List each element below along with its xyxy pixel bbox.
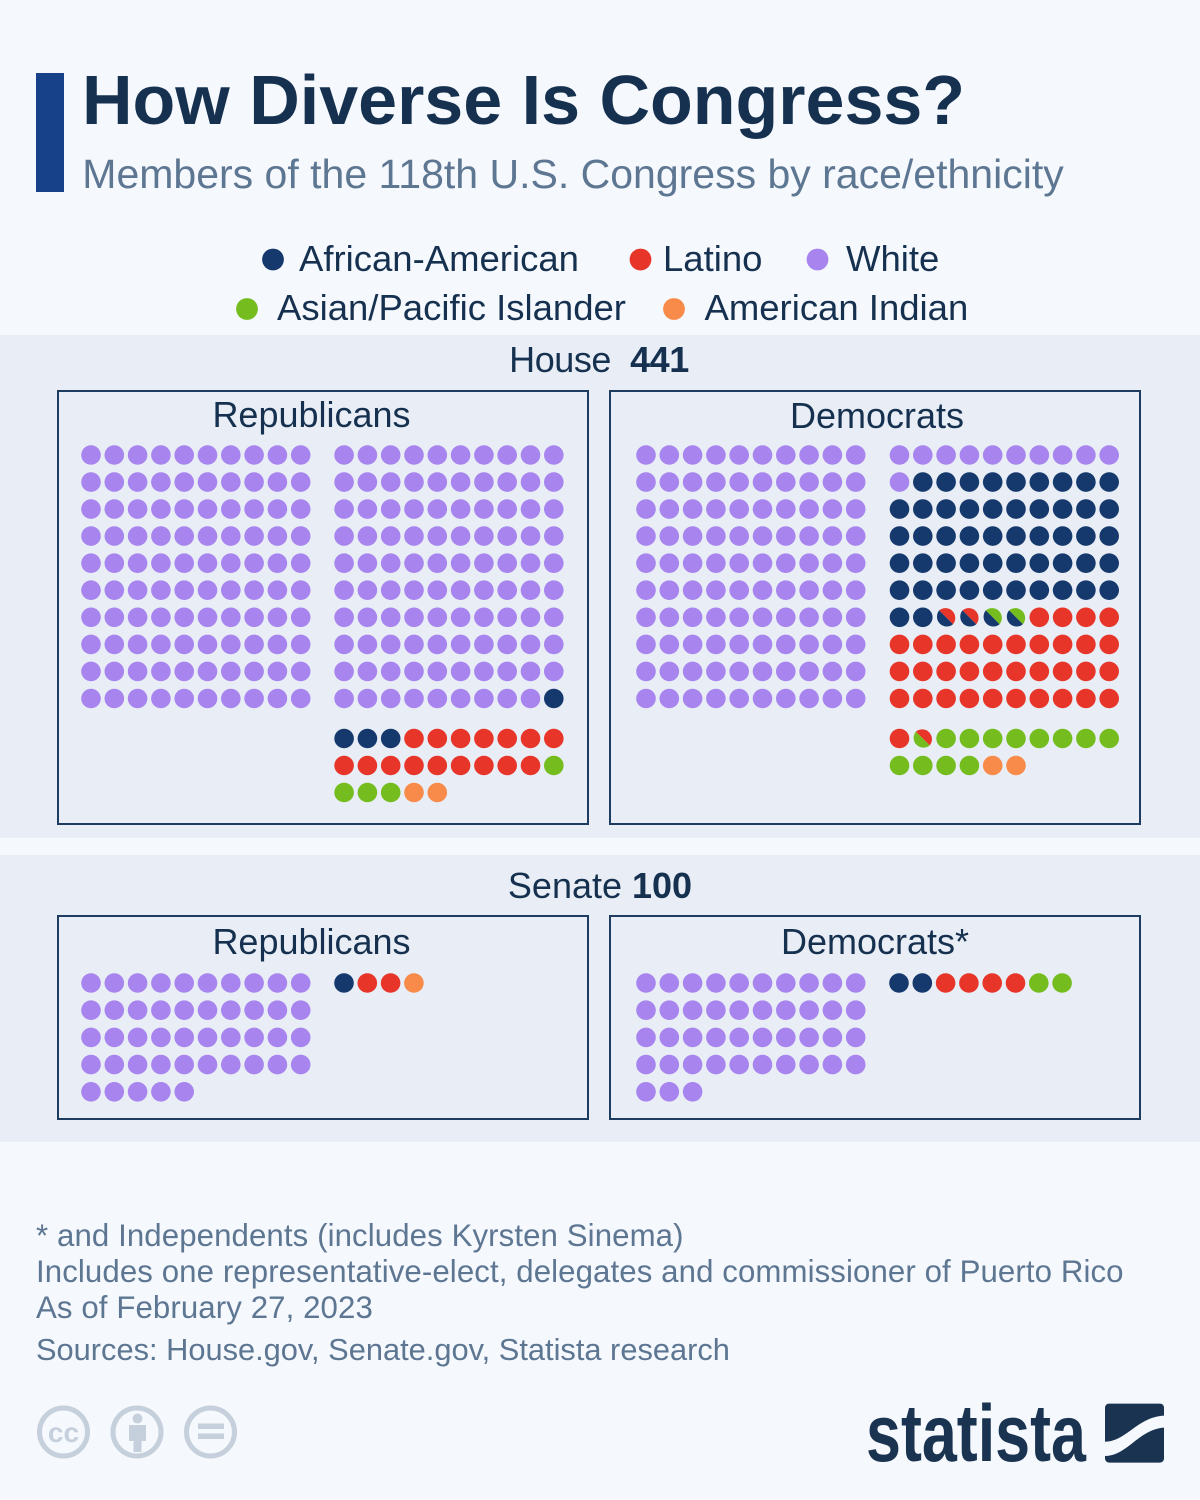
svg-text:cc: cc xyxy=(48,1417,79,1448)
svg-text:statista: statista xyxy=(866,1395,1087,1470)
